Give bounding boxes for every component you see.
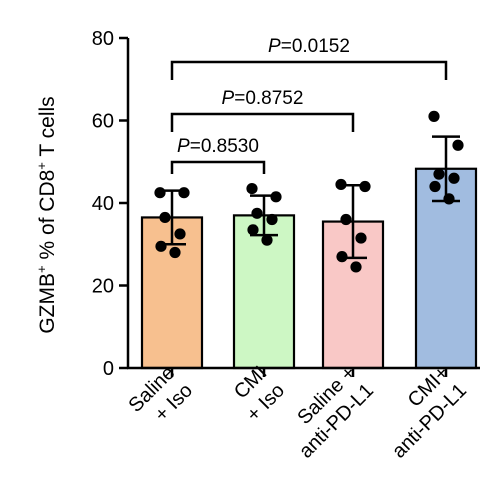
- x-category-label-4: CMI+anti-PD-L1: [388, 362, 471, 463]
- data-point-4-4: [448, 172, 460, 184]
- data-point-4-1: [428, 110, 440, 122]
- data-point-4-3: [433, 168, 445, 180]
- comparison-bracket-2: [170, 112, 355, 132]
- x-category-label-1: Saline+ Iso: [125, 362, 198, 426]
- comparison-bracket-3: [170, 60, 448, 80]
- data-point-3-3: [340, 213, 352, 226]
- y-tick-label-60: 60: [92, 111, 114, 133]
- comparisons-layer: [170, 60, 448, 174]
- data-point-2-4: [266, 213, 278, 226]
- data-point-1-6: [169, 246, 181, 259]
- bar-4: [414, 167, 478, 370]
- data-point-4-5: [429, 180, 441, 193]
- p-value-label-2: P=0.8752: [222, 88, 304, 109]
- y-tick-label-20: 20: [92, 276, 114, 298]
- bars-layer: [140, 167, 478, 370]
- data-point-2-3: [251, 207, 263, 219]
- data-point-2-6: [261, 234, 273, 246]
- p-value-label-3: P=0.0152: [268, 36, 350, 57]
- data-point-3-4: [355, 232, 367, 244]
- data-point-1-3: [159, 211, 171, 224]
- axes-layer: [119, 36, 480, 377]
- data-point-2-5: [247, 224, 259, 236]
- data-point-1-4: [174, 228, 186, 240]
- data-point-3-5: [336, 251, 348, 263]
- data-point-3-2: [359, 180, 371, 193]
- y-tick-label-80: 80: [92, 28, 114, 50]
- y-axis-label: GZMB+ % of CD8+ T cells: [34, 96, 59, 333]
- data-point-4-6: [443, 193, 455, 205]
- data-point-4-2: [452, 139, 464, 151]
- y-tick-label-40: 40: [92, 193, 114, 215]
- data-point-1-2: [178, 187, 190, 199]
- p-value-label-1: P=0.8530: [177, 136, 259, 157]
- data-point-3-6: [350, 261, 362, 273]
- x-category-label-3: Saline +anti-PD-L1: [293, 362, 378, 463]
- data-point-2-1: [246, 182, 258, 195]
- data-point-1-1: [154, 187, 166, 199]
- data-point-2-2: [270, 191, 282, 203]
- data-point-3-1: [335, 178, 347, 191]
- points-layer: [154, 110, 464, 273]
- comparison-bracket-1: [170, 160, 266, 174]
- y-tick-label-0: 0: [103, 358, 114, 380]
- data-point-1-5: [155, 240, 167, 252]
- x-category-label-2: CMI+ Iso: [230, 362, 289, 426]
